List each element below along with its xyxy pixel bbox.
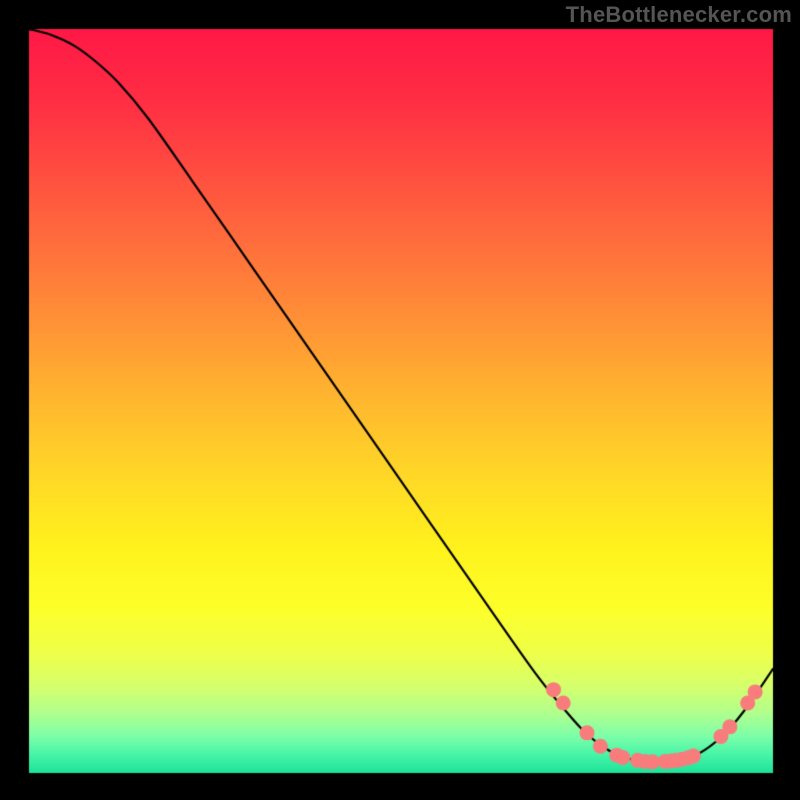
bottleneck-curve-chart (0, 0, 800, 800)
watermark-text: TheBottlenecker.com (566, 2, 792, 28)
chart-container: TheBottlenecker.com (0, 0, 800, 800)
